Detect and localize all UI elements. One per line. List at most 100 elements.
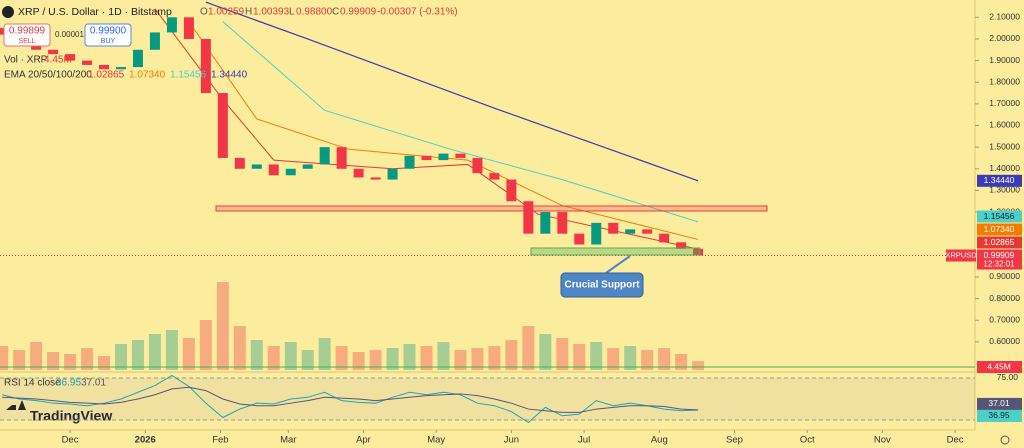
volume-axis-label: 4.45M: [987, 361, 1011, 371]
low-value: 0.98800: [296, 7, 333, 18]
ema-legend-value: 1.15456: [170, 70, 207, 81]
candle-body: [540, 212, 551, 234]
price-axis-box: [977, 223, 1022, 236]
candle-body: [659, 233, 670, 243]
rsi-band: [0, 377, 975, 420]
callout-text: Crucial Support: [564, 280, 640, 291]
candle-body: [506, 179, 517, 202]
y-tick-label: 0.60000: [989, 336, 1020, 346]
candle-body: [557, 212, 568, 234]
y-tick-label: 1.70000: [989, 98, 1020, 108]
volume-bar: [369, 350, 382, 370]
countdown: 12:32:01: [983, 260, 1015, 269]
volume-bar: [81, 348, 94, 370]
candle-body: [404, 155, 415, 169]
volume-bar: [148, 334, 161, 370]
candle-body: [370, 177, 381, 180]
y-tick-label: 2.00000: [989, 33, 1020, 43]
candle-body: [421, 155, 432, 161]
plot: [0, 1, 975, 370]
support-zone: [530, 247, 701, 256]
x-tick-label: Feb: [212, 435, 228, 446]
symbol-title: XRP / U.S. Dollar · 1D · Bitstamp: [18, 6, 172, 18]
candle-body: [489, 173, 500, 180]
candle-body: [234, 157, 245, 169]
price-axis-label: 1.34440: [984, 175, 1015, 185]
candle-body: [200, 38, 211, 94]
rsi-title: RSI 14 close: [4, 378, 61, 389]
sell-label: SELL: [18, 38, 35, 45]
buy-label: BUY: [101, 38, 116, 45]
candle-body: [676, 242, 687, 249]
candle-body: [319, 147, 330, 165]
volume-bar: [301, 350, 314, 370]
candle-body: [65, 54, 76, 61]
open-value: 1.00259: [208, 7, 245, 18]
volume-bar: [641, 350, 654, 370]
x-tick-label: Aug: [651, 435, 668, 446]
candle-body: [302, 164, 313, 169]
ema-line: [222, 21, 699, 223]
candle-body: [625, 229, 636, 234]
change-value: -0.00307 (-0.31%): [377, 7, 458, 18]
volume-bar: [403, 344, 416, 370]
settings-icon[interactable]: [1000, 435, 1010, 445]
candle-body: [132, 49, 143, 68]
y-tick-label: 1.40000: [989, 163, 1020, 173]
candle-body: [693, 248, 704, 256]
rsi-tick-label: 75.00: [997, 372, 1019, 382]
candle-body: [472, 157, 483, 174]
volume-bar: [114, 344, 127, 370]
buy-price: 0.99900: [90, 26, 127, 37]
volume-bar: [573, 344, 586, 370]
x-tick-label: Nov: [874, 435, 891, 446]
rsi-ma-line: [2, 386, 699, 413]
low-key: L: [289, 7, 295, 18]
candle-body: [166, 17, 177, 33]
volume-bar: [284, 342, 297, 370]
volume-bar: [250, 340, 263, 370]
sell-button[interactable]: [3, 23, 51, 47]
candle-body: [115, 67, 126, 70]
volume-bar: [471, 348, 484, 370]
y-tick-label: 0.90000: [989, 271, 1020, 281]
rsi-value: 36.95: [56, 378, 81, 389]
volume-bar: [386, 348, 399, 370]
volume-bar: [624, 346, 637, 370]
y-tick-label: 1.50000: [989, 141, 1020, 151]
ema-legend-value: 1.07340: [129, 70, 166, 81]
x-tick-label: Sep: [726, 435, 743, 446]
rsi-axis-label: 37.01: [988, 398, 1010, 408]
candle-body: [642, 229, 653, 234]
price-axis-box: [977, 236, 1022, 249]
buy-button[interactable]: [84, 23, 132, 47]
candle-body: [285, 168, 296, 176]
y-tick-label: 1.30000: [989, 185, 1020, 195]
ticker: XRPUSD: [945, 251, 977, 260]
candle-body: [268, 164, 279, 176]
candle-body: [149, 32, 160, 50]
volume-bar: [454, 350, 467, 370]
y-tick-label: 0.80000: [989, 293, 1020, 303]
ticker-box: [946, 249, 976, 262]
x-tick-label: Mar: [280, 435, 296, 446]
volume-bar: [488, 346, 501, 370]
rsi-ma-value: 37.01: [81, 378, 106, 389]
volume-bar: [352, 352, 365, 370]
rsi-axis-box: [977, 397, 1022, 410]
ema-legend-value: 1.02865: [88, 70, 125, 81]
ema-title: EMA 20/50/100/200: [4, 70, 92, 81]
volume-bar: [233, 326, 246, 370]
volume-bar: [318, 338, 331, 370]
volume-bar: [675, 354, 688, 370]
close-value: 0.99909: [340, 7, 377, 18]
rsi-axis-box: [977, 409, 1022, 422]
volume-bar: [98, 356, 111, 370]
y-tick-label: 1.80000: [989, 76, 1020, 86]
y-tick-label: 2.10000: [989, 12, 1020, 22]
x-tick-label: Jul: [578, 435, 590, 446]
volume-bar: [47, 352, 60, 370]
volume-bar: [590, 342, 603, 370]
volume-bar: [692, 361, 705, 370]
